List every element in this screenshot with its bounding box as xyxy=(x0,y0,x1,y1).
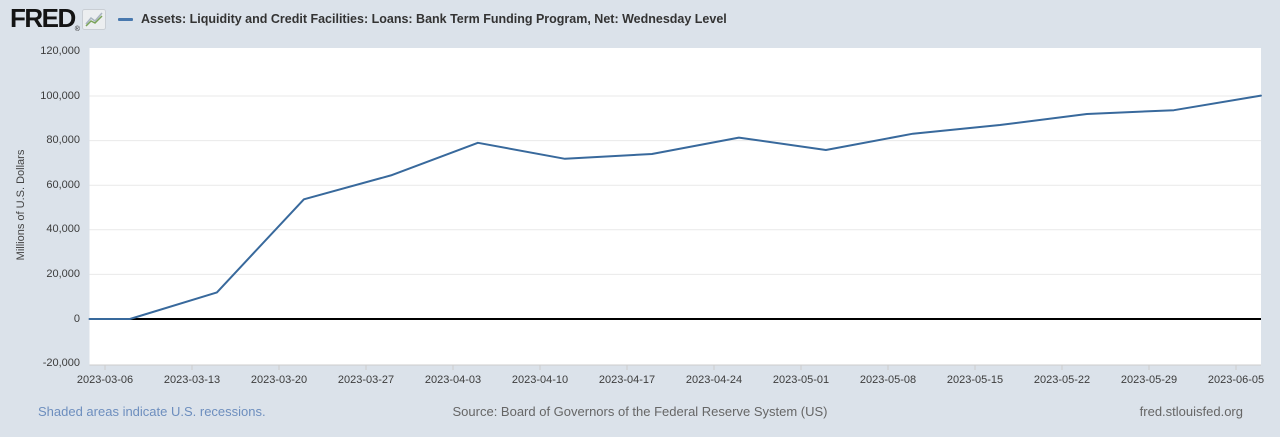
chart-header: FRED® Assets: Liquidity and Credit Facil… xyxy=(0,0,1280,38)
x-tick-label: 2023-03-20 xyxy=(250,374,308,386)
x-tick-label: 2023-04-17 xyxy=(598,374,656,386)
y-tick-label: 100,000 xyxy=(40,89,80,102)
y-axis-title: Millions of U.S. Dollars xyxy=(15,149,27,261)
x-tick-label: 2023-03-13 xyxy=(163,374,221,386)
mini-line-chart-icon xyxy=(81,9,106,30)
y-tick-label: 80,000 xyxy=(46,134,80,147)
x-tick-label: 2023-03-27 xyxy=(337,374,395,386)
x-tick-label: 2023-05-01 xyxy=(772,374,830,386)
x-tick-label: 2023-06-05 xyxy=(1207,374,1265,386)
recessions-link[interactable]: Shaded areas indicate U.S. recessions. xyxy=(38,404,266,419)
x-tick-label: 2023-05-08 xyxy=(859,374,917,386)
fred-logo[interactable]: FRED® xyxy=(10,3,106,33)
x-tick-label: 2023-04-10 xyxy=(511,374,569,386)
x-tick-label: 2023-05-22 xyxy=(1033,374,1091,386)
x-tick-label: 2023-04-24 xyxy=(685,374,743,386)
series-line[interactable] xyxy=(88,94,1262,320)
y-tick-label: 20,000 xyxy=(46,267,80,280)
chart-footer: Source: Board of Governors of the Federa… xyxy=(0,404,1280,424)
y-tick-label: 120,000 xyxy=(40,44,80,57)
y-tick-label: 0 xyxy=(73,312,80,325)
series-title: Assets: Liquidity and Credit Facilities:… xyxy=(141,12,727,26)
y-tick-label: 60,000 xyxy=(46,178,80,191)
y-tick-label: 40,000 xyxy=(46,223,80,236)
y-tick-label: -20,000 xyxy=(42,357,80,370)
fred-site-link[interactable]: fred.stlouisfed.org xyxy=(1139,404,1243,419)
fred-logo-registered-mark: ® xyxy=(74,26,80,33)
series-color-dash-icon xyxy=(118,17,133,21)
x-tick-label: 2023-04-03 xyxy=(424,374,482,386)
x-tick-label: 2023-03-06 xyxy=(76,374,134,386)
fred-logo-text: FRED xyxy=(10,3,76,33)
source-text: Source: Board of Governors of the Federa… xyxy=(452,404,828,419)
x-tick-label: 2023-05-29 xyxy=(1120,374,1178,386)
plot-background xyxy=(89,48,1261,365)
x-tick-label: 2023-05-15 xyxy=(946,374,1004,386)
